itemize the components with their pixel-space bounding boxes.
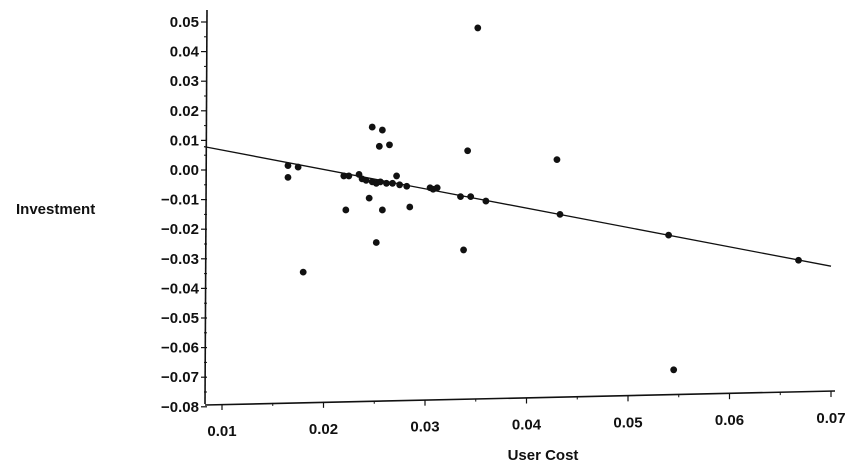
regression-line — [203, 145, 832, 267]
data-point — [795, 256, 802, 264]
data-point — [284, 174, 292, 181]
data-point — [383, 179, 390, 187]
data-point — [378, 126, 386, 134]
data-point — [284, 162, 292, 169]
y-tick-label: −0.01 — [161, 192, 199, 209]
x-tick-label: 0.06 — [715, 412, 744, 429]
data-point — [460, 246, 467, 254]
data-point — [340, 172, 348, 180]
data-point — [375, 142, 383, 150]
data-point — [372, 239, 380, 246]
data-point — [365, 194, 373, 202]
data-point — [482, 197, 490, 205]
data-point — [553, 156, 561, 164]
x-tick-label: 0.03 — [410, 419, 439, 436]
x-axis-line — [204, 390, 836, 406]
data-point — [670, 366, 678, 374]
axes — [201, 9, 836, 410]
y-tick-label: −0.03 — [161, 251, 199, 268]
y-tick-label: −0.02 — [161, 221, 199, 238]
data-point — [403, 182, 411, 190]
y-tick-labels: 0.05 0.04 0.03 0.02 0.01 0.00 −0.01 −0.02 −0.03 −… — [161, 14, 200, 416]
data-point — [378, 206, 386, 214]
data-point — [556, 211, 564, 218]
y-tick-label: 0.03 — [170, 73, 199, 90]
data-point — [342, 206, 350, 214]
y-tick-label: −0.08 — [161, 399, 199, 416]
y-tick-label: −0.07 — [161, 369, 199, 386]
x-tick-label: 0.07 — [816, 410, 845, 427]
y-tick-label: 0.00 — [170, 162, 199, 179]
data-point — [457, 193, 464, 201]
x-tick-labels: 0.01 0.02 0.03 0.04 0.05 0.06 0.07 — [207, 410, 845, 440]
x-tick-label: 0.02 — [309, 421, 338, 438]
data-point — [376, 178, 384, 186]
data-point — [393, 172, 400, 180]
data-point — [474, 24, 482, 32]
y-tick-label: −0.05 — [161, 310, 199, 327]
y-tick-label: 0.02 — [170, 103, 199, 120]
x-tick-label: 0.01 — [207, 423, 236, 440]
y-tick-label: −0.04 — [161, 280, 200, 297]
y-axis-title: Investment — [16, 201, 95, 218]
y-tick-label: 0.04 — [170, 44, 200, 61]
data-point — [396, 181, 404, 189]
x-tick-label: 0.04 — [512, 417, 542, 434]
data-point — [294, 163, 302, 171]
y-tick-label: −0.06 — [161, 340, 199, 357]
data-point — [368, 123, 376, 131]
y-axis-line — [204, 9, 208, 405]
x-axis-title: User Cost — [508, 447, 579, 464]
data-point — [386, 141, 393, 149]
y-tick-label: 0.01 — [170, 132, 199, 149]
data-point — [467, 193, 475, 201]
data-point — [362, 176, 370, 184]
data-points — [284, 24, 802, 374]
y-tick-label: 0.05 — [170, 14, 199, 31]
data-point — [299, 268, 307, 276]
data-point — [433, 184, 441, 192]
x-tick-label: 0.05 — [613, 414, 642, 431]
data-point — [389, 179, 396, 187]
data-point — [345, 172, 353, 180]
data-point — [406, 203, 414, 211]
data-point — [665, 231, 672, 239]
data-point — [464, 147, 472, 155]
